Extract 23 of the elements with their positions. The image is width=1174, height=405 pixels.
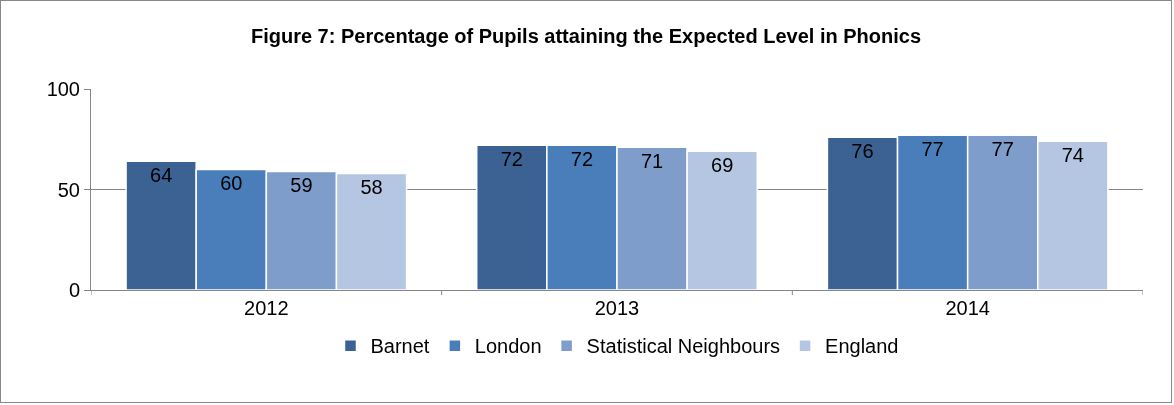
legend-label: Barnet bbox=[370, 335, 430, 358]
data-label: 77 bbox=[991, 138, 1014, 161]
chart-title: Figure 7: Percentage of Pupils attaining the Expected Level in Phonics bbox=[250, 25, 922, 48]
data-label: 59 bbox=[290, 174, 313, 197]
data-label: 64 bbox=[150, 164, 173, 187]
y-tick-label: 50 bbox=[57, 178, 80, 201]
data-label: 72 bbox=[500, 148, 523, 171]
data-label: 72 bbox=[570, 148, 594, 171]
legend-label: London bbox=[474, 335, 542, 358]
data-label: 58 bbox=[360, 176, 383, 199]
data-label: 76 bbox=[851, 140, 874, 163]
y-tick-label: 0 bbox=[68, 279, 80, 301]
legend-label: Statistical Neighbours bbox=[586, 335, 781, 358]
data-label: 71 bbox=[640, 150, 664, 173]
y-tick-label: 100 bbox=[46, 78, 80, 100]
data-label: 69 bbox=[711, 154, 734, 177]
x-tick-label: 2014 bbox=[945, 297, 990, 319]
data-label: 77 bbox=[921, 138, 944, 161]
data-label: 74 bbox=[1061, 144, 1084, 167]
x-tick-label: 2013 bbox=[594, 297, 640, 319]
legend-label: England bbox=[825, 335, 899, 358]
data-label: 60 bbox=[220, 172, 243, 195]
x-tick-label: 2012 bbox=[244, 297, 289, 319]
